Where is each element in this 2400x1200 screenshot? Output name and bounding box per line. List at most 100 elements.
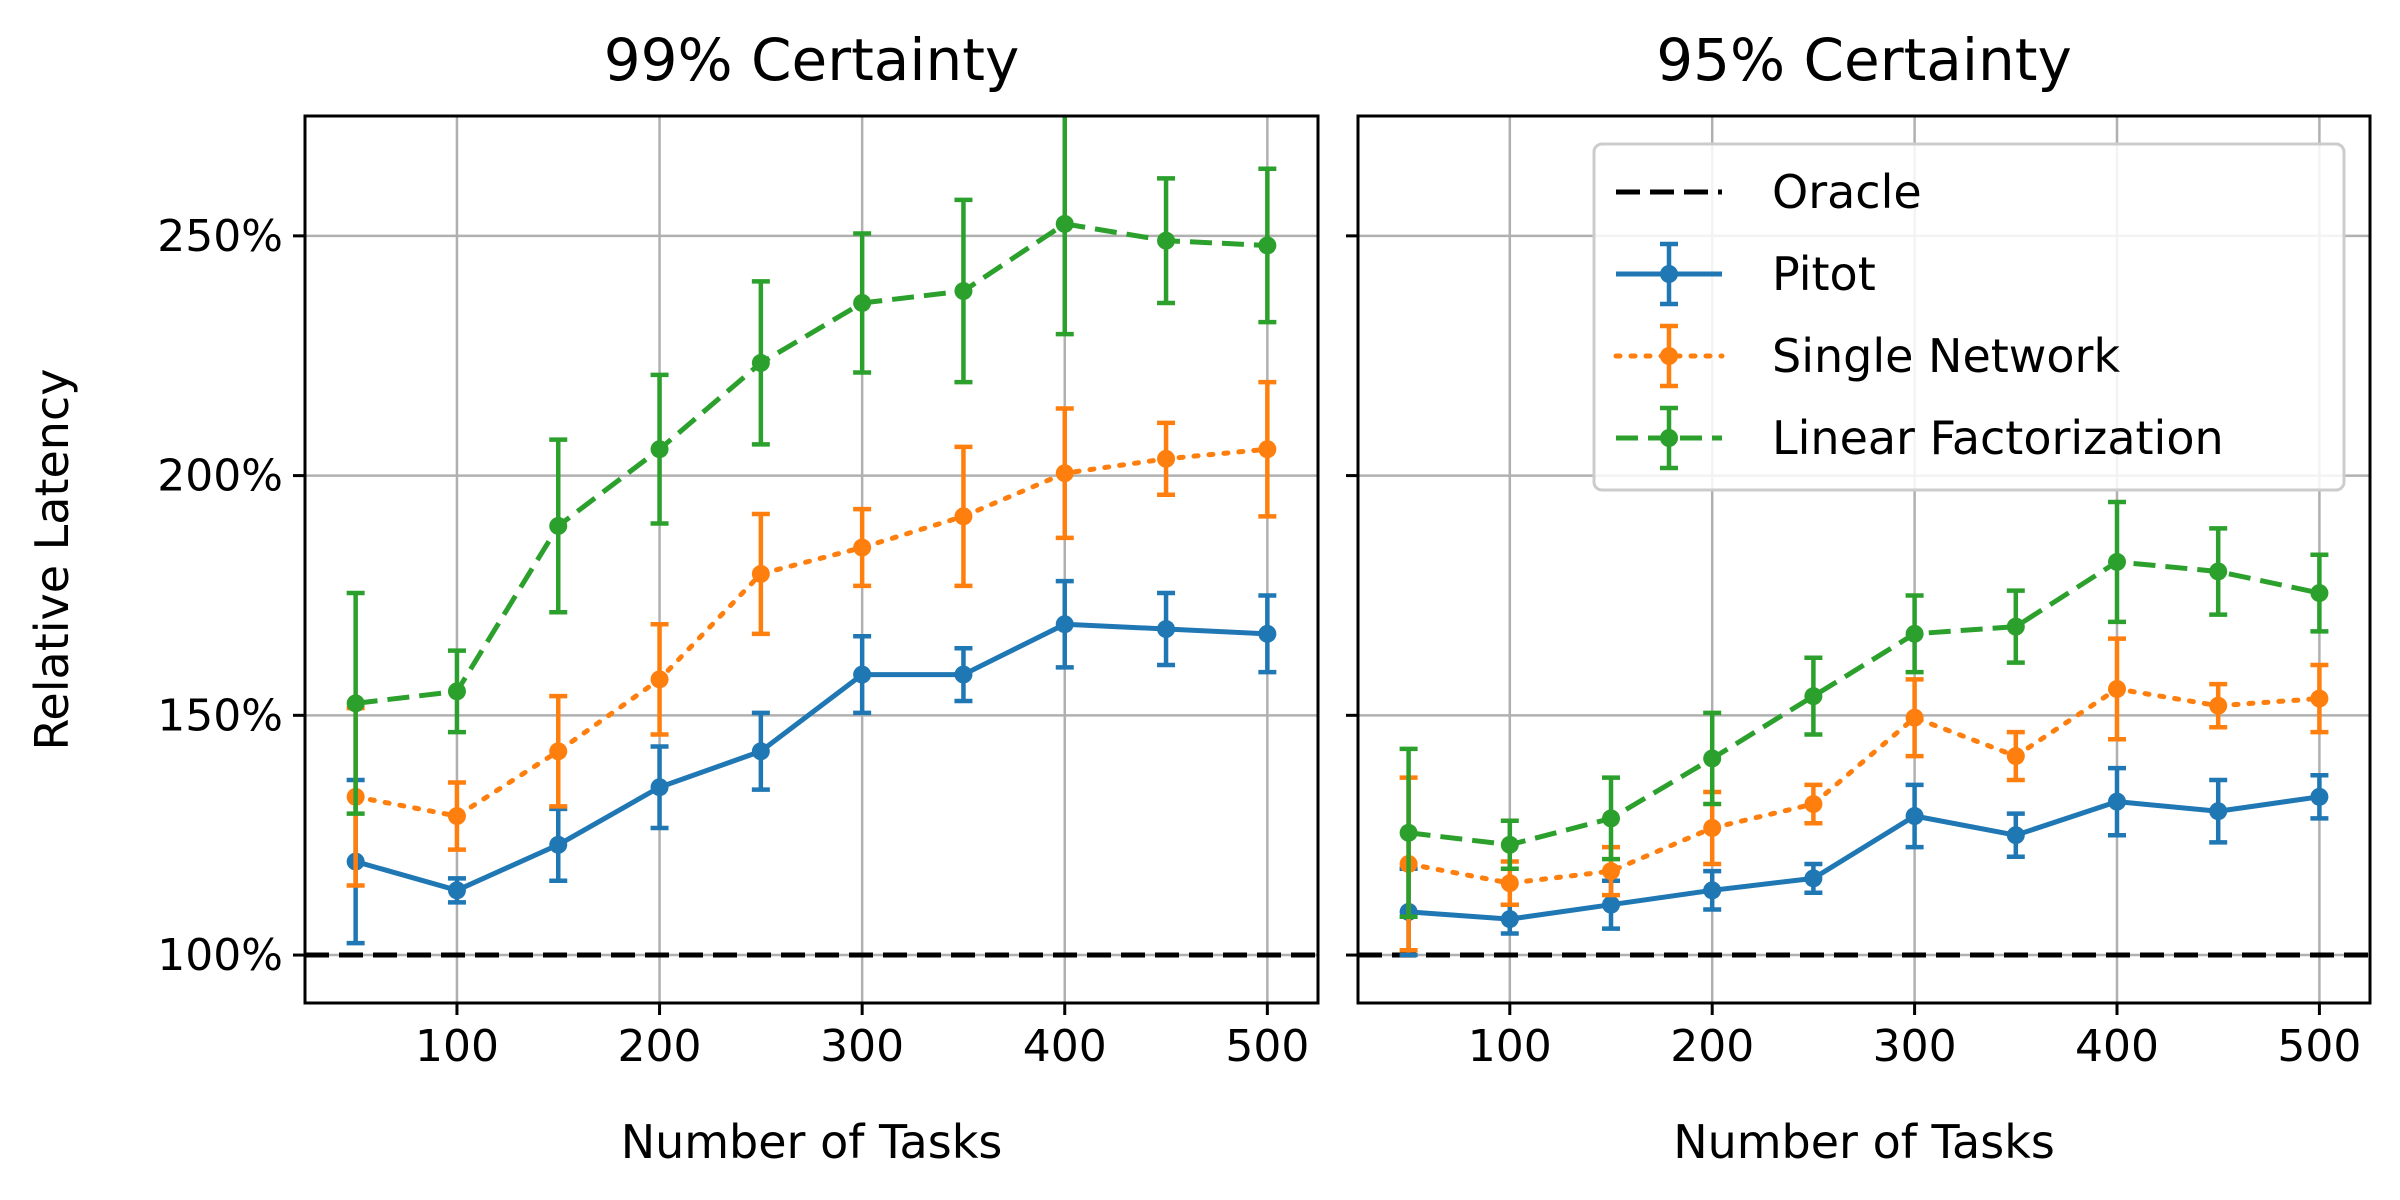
x-tick-label: 300 [1873, 1021, 1957, 1072]
data-point [751, 564, 770, 583]
data-point [650, 670, 669, 689]
y-tick-label: 100% [157, 930, 283, 981]
legend-marker [1660, 347, 1678, 365]
series-linear-factorization [346, 116, 1277, 816]
data-point [1703, 818, 1722, 837]
legend: Oracle Pitot Single Network Linear Factoriz… [1592, 142, 2346, 492]
data-point [954, 665, 973, 684]
data-point [751, 742, 770, 761]
legend-item-linear-factorization: Linear Factorization [1616, 405, 2224, 471]
series-pitot [1399, 765, 2329, 958]
data-point [1157, 449, 1176, 468]
data-point [1905, 708, 1924, 727]
y-tick-label: 200% [157, 451, 283, 502]
data-point [1258, 440, 1277, 459]
chart-title: 95% Certainty [1656, 26, 2072, 94]
legend-label: Single Network [1772, 329, 2120, 383]
data-point [2209, 802, 2228, 821]
data-point [1703, 881, 1722, 900]
series-line [1408, 559, 2320, 848]
data-point [1602, 862, 1620, 881]
data-point [2310, 689, 2329, 708]
plot-frame [303, 114, 1320, 1005]
legend-label: Pitot [1772, 247, 1876, 301]
legend-box [1592, 142, 2346, 492]
data-point [346, 694, 365, 713]
series-pitot [346, 578, 1277, 946]
data-point [1804, 869, 1823, 888]
series-line [353, 446, 1270, 819]
data-point [1500, 910, 1519, 929]
chart-panel-1: 100 200 300 400 500 100% 150% 200% 250% 99% Certa… [25, 26, 1320, 1169]
legend-label: Oracle [1772, 165, 1922, 219]
data-area [1358, 499, 2370, 958]
data-point [1602, 895, 1620, 914]
series-single-network [346, 379, 1277, 888]
data-point [2108, 792, 2126, 811]
plot-frame [1356, 114, 2372, 1005]
y-axis-label: Relative Latency [25, 369, 79, 751]
data-point [2209, 562, 2228, 581]
data-point [1905, 624, 1924, 643]
data-point [447, 807, 466, 826]
data-point [1804, 795, 1823, 814]
data-point [2108, 552, 2126, 571]
legend-item-single-network: Single Network [1613, 323, 2120, 389]
x-tick-label: 100 [1468, 1021, 1552, 1072]
data-point [2006, 747, 2025, 766]
legend-item-oracle: Oracle [1616, 165, 1922, 219]
data-point [1703, 749, 1722, 768]
x-tick-label: 100 [415, 1021, 499, 1072]
data-point [447, 881, 466, 900]
data-point [1905, 807, 1924, 826]
data-point [853, 665, 872, 684]
series-single-network [1399, 636, 2329, 953]
data-point [1055, 464, 1074, 483]
data-point [1258, 236, 1277, 255]
data-point [549, 835, 568, 854]
data-point [447, 682, 466, 701]
data-area [305, 116, 1318, 958]
x-tick-label: 500 [2277, 1021, 2361, 1072]
data-point [1500, 874, 1519, 893]
legend-marker [1660, 265, 1678, 283]
data-point [1055, 615, 1074, 634]
legend-marker [1660, 429, 1678, 447]
data-point [1055, 214, 1074, 233]
x-tick-label: 400 [1023, 1021, 1107, 1072]
x-axis-label: Number of Tasks [621, 1115, 1003, 1169]
x-tick-label: 300 [820, 1021, 904, 1072]
data-point [549, 516, 568, 535]
data-point [1157, 620, 1176, 639]
series-line [355, 221, 1268, 706]
data-point [2209, 696, 2228, 715]
x-tick-label: 200 [1670, 1021, 1754, 1072]
y-tick-label: 250% [157, 211, 283, 262]
data-point [2310, 584, 2329, 603]
data-point [1500, 835, 1519, 854]
y-tick-label: 150% [157, 690, 283, 741]
data-point [853, 293, 872, 312]
x-tick-label: 200 [618, 1021, 702, 1072]
data-point [650, 778, 669, 797]
chart-title: 99% Certainty [604, 26, 1020, 94]
data-point [549, 742, 568, 761]
data-point [1399, 823, 1418, 842]
series-line [1408, 794, 2320, 922]
series-line [1406, 686, 2322, 886]
x-tick-label: 500 [1225, 1021, 1309, 1072]
data-point [2108, 679, 2126, 698]
data-point [954, 507, 973, 526]
data-point [751, 353, 770, 372]
series-linear-factorization [1399, 499, 2329, 919]
data-point [1258, 624, 1277, 643]
x-tick-label: 400 [2075, 1021, 2159, 1072]
chart-panel-2: 100 200 300 400 500 95% Certainty Number of Ta… [1346, 26, 2372, 1169]
data-point [1804, 687, 1823, 706]
x-axis-label: Number of Tasks [1673, 1115, 2055, 1169]
data-point [1157, 231, 1176, 250]
data-point [2006, 617, 2025, 636]
data-point [853, 538, 872, 557]
data-point [954, 282, 973, 301]
data-point [2006, 826, 2025, 845]
